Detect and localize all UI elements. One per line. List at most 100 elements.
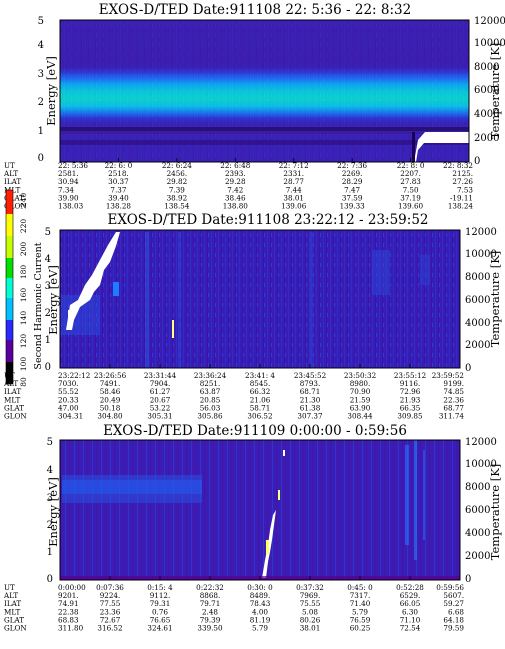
- table-cell: 20.49: [100, 395, 121, 404]
- table-cell: 5.79: [352, 607, 368, 616]
- table-cell: 138.24: [448, 202, 474, 211]
- table-cell: 5607.: [443, 591, 464, 600]
- table-row-label: ALT: [3, 591, 18, 600]
- table-cell: 37.19: [400, 193, 421, 202]
- table-cell: 2581.: [58, 169, 79, 178]
- table-cell: 2456.: [167, 169, 188, 178]
- y2-tick: 12000: [465, 227, 497, 238]
- y2-tick: 2000: [465, 340, 490, 351]
- table-cell: 8980.: [350, 379, 371, 388]
- y2-tick: 6000: [474, 85, 499, 96]
- table-cell: 5.08: [302, 607, 318, 616]
- panel-2-y2-ticks: 0 2000 4000 6000 8000 10000 12000: [465, 227, 497, 374]
- panel-2-y2label: Temperature [K]: [488, 251, 502, 348]
- table-cell: 2393.: [225, 169, 246, 178]
- table-cell: 20.85: [200, 395, 221, 404]
- table-cell: 39.90: [58, 193, 79, 202]
- table-cell: 138.54: [164, 202, 190, 211]
- table-cell: 53.22: [150, 403, 171, 412]
- table-cell: 79.39: [200, 615, 221, 624]
- panel-3-y2label: Temperature [K]: [488, 464, 502, 561]
- panel-1: EXOS-D/TED Date:911108 22: 5:36 - 22: 8:…: [3, 2, 505, 211]
- table-cell: 28.29: [342, 177, 363, 186]
- table-cell: 39.40: [108, 193, 129, 202]
- table-cell: 21.30: [300, 395, 321, 404]
- colorbar-tick: 140: [19, 311, 28, 326]
- table-cell: 7969.: [300, 591, 321, 600]
- y2-tick: 6000: [465, 295, 490, 306]
- y-tick: 0: [47, 574, 53, 585]
- y2-tick: 0: [465, 363, 471, 374]
- x-tick-label: 0:00:00: [58, 583, 86, 592]
- table-cell: 316.52: [97, 624, 122, 633]
- table-row-label: GLAT: [4, 403, 24, 412]
- table-cell: 47.00: [58, 403, 79, 412]
- table-cell: 72.96: [400, 387, 421, 396]
- table-cell: 60.25: [350, 624, 371, 633]
- table-cell: 21.59: [350, 395, 371, 404]
- colorbar-tick: 240: [19, 193, 28, 208]
- table-cell: 7904.: [150, 379, 171, 388]
- table-cell: 76.65: [150, 615, 171, 624]
- x-tick-label: 23:59:52: [432, 371, 464, 380]
- table-cell: 324.61: [147, 624, 172, 633]
- x-tick-label: 22: 8: 0: [397, 161, 425, 170]
- table-cell: 2518.: [108, 169, 129, 178]
- table-cell: 7.44: [286, 185, 302, 194]
- table-cell: 20.67: [150, 395, 171, 404]
- table-cell: 8868.: [200, 591, 221, 600]
- table-cell: 339.50: [197, 624, 223, 633]
- panel-3-ylabel: Energy [eV]: [46, 477, 60, 547]
- table-cell: 2.48: [202, 607, 218, 616]
- table-row-label: GLAT: [4, 193, 24, 202]
- y-tick: 4: [45, 254, 51, 265]
- panel-1-y2label: Temperature [K]: [488, 43, 502, 140]
- table-cell: 79.59: [443, 624, 464, 633]
- table-cell: 63.87: [200, 387, 221, 396]
- table-cell: 2331.: [283, 169, 304, 178]
- table-row-label: GLON: [4, 412, 27, 421]
- table-cell: 2207.: [400, 169, 421, 178]
- y2-tick: 0: [474, 156, 480, 167]
- table-cell: 72.67: [100, 615, 121, 624]
- table-cell: 6.30: [402, 607, 418, 616]
- table-cell: 29.82: [167, 177, 188, 186]
- x-tick-label: 0:22:32: [196, 583, 224, 592]
- x-tick-label: 0:15: 4: [147, 583, 173, 592]
- table-cell: 20.33: [58, 395, 79, 404]
- x-tick-label: 23:41: 4: [245, 371, 275, 380]
- table-row-label: ILAT: [4, 387, 21, 396]
- colorbar-tick: 120: [19, 334, 28, 349]
- table-cell: 309.85: [397, 412, 423, 421]
- y-tick: 1: [38, 126, 44, 137]
- table-cell: 7.39: [169, 185, 185, 194]
- table-cell: 81.19: [250, 615, 271, 624]
- panel-1-y2-ticks: 0 2000 4000 6000 8000 10000 12000: [474, 16, 505, 167]
- panel-3-y2-ticks: 0 2000 4000 6000 8000 10000 12000: [465, 437, 497, 585]
- table-cell: 27.83: [400, 177, 421, 186]
- table-cell: 55.52: [58, 387, 79, 396]
- table-cell: 308.44: [347, 412, 373, 421]
- panel-1-ylabel: Energy [eV]: [44, 56, 58, 126]
- table-cell: 2125.: [452, 169, 473, 178]
- table-cell: 56.03: [200, 403, 221, 412]
- panel-2-ephemeris-table: UTALTILATMLTGLATGLON23:22:127030.55.5220…: [3, 364, 464, 421]
- table-cell: 79.31: [150, 599, 171, 608]
- table-cell: 72.54: [400, 624, 421, 633]
- x-tick-label: 23:22:12: [58, 371, 90, 380]
- table-cell: 5.79: [252, 624, 268, 633]
- table-cell: 63.90: [350, 403, 371, 412]
- colorbar: 240 220 200 180 160 140 120 100 80 Secon…: [5, 189, 44, 387]
- table-cell: 58.46: [100, 387, 121, 396]
- table-cell: 21.93: [400, 395, 421, 404]
- table-cell: 38.01: [300, 624, 321, 633]
- table-cell: 38.01: [283, 193, 304, 202]
- panel-2-y-ticks: 0 1 2 3 4 5: [45, 227, 51, 373]
- table-cell: 6529.: [400, 591, 421, 600]
- panel-3-title: EXOS-D/TED Date:911109 0:00:00 - 0:59:56: [103, 423, 407, 439]
- x-tick-label: 22: 6: 0: [105, 161, 133, 170]
- table-cell: 7317.: [350, 591, 371, 600]
- table-cell: 8251.: [200, 379, 221, 388]
